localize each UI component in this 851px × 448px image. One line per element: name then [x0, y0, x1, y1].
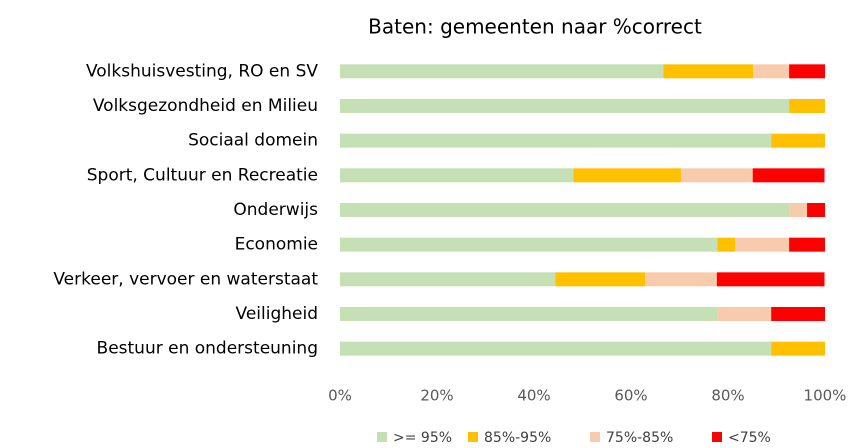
bar-segment	[771, 307, 825, 321]
x-tick-label: 40%	[517, 387, 550, 405]
bar-segment	[735, 237, 790, 252]
bar-segment	[789, 99, 825, 113]
legend-swatch	[712, 432, 722, 442]
bar-segment	[717, 307, 772, 321]
bar-segment	[753, 64, 790, 79]
y-tick-label: Sport, Cultuur en Recreatie	[87, 165, 318, 185]
bar-segment	[340, 307, 718, 321]
bar-segment	[716, 272, 825, 287]
bar-segment	[340, 272, 556, 287]
x-tick-label: 60%	[614, 387, 647, 405]
x-tick-label: 80%	[711, 387, 744, 405]
bar-segment	[789, 64, 825, 79]
y-tick-label: Volkshuisvesting, RO en SV	[86, 61, 318, 81]
legend-label: <75%	[728, 430, 771, 446]
y-tick-label: Veiligheid	[236, 304, 318, 324]
bar-segment	[340, 341, 772, 356]
bar-segment	[340, 203, 790, 217]
bar-segment	[680, 168, 753, 183]
y-tick-label: Bestuur en ondersteuning	[97, 339, 318, 359]
bar-segment	[645, 272, 717, 287]
legend-label: 85%-95%	[484, 430, 551, 446]
bar-segment	[340, 237, 718, 252]
legend-swatch	[590, 432, 600, 442]
legend-label: 75%-85%	[606, 430, 673, 446]
bar-segment	[717, 237, 736, 252]
y-tick-label: Volksgezondheid en Milieu	[93, 96, 318, 116]
bar-segment	[573, 168, 681, 183]
bar-segment	[771, 133, 825, 148]
bar-segment	[340, 168, 574, 183]
legend-swatch	[377, 432, 387, 442]
x-tick-label: 20%	[420, 387, 453, 405]
bar-segment	[789, 203, 808, 217]
y-tick-label: Onderwijs	[233, 200, 318, 220]
bar-segment	[752, 168, 825, 183]
y-tick-label: Sociaal domein	[188, 131, 318, 151]
x-tick-label: 100%	[804, 387, 847, 405]
y-tick-label: Economie	[235, 235, 318, 255]
legend-swatch	[468, 432, 478, 442]
bar-segment	[663, 64, 754, 79]
bar-segment	[555, 272, 646, 287]
bar-segment	[771, 341, 825, 356]
x-tick-label: 0%	[328, 387, 352, 405]
legend-label: >= 95%	[393, 430, 452, 446]
bar-segment	[340, 64, 664, 79]
bar-segment	[340, 133, 772, 148]
bar-segment	[789, 237, 825, 252]
chart-title: Baten: gemeenten naar %correct	[368, 15, 702, 39]
bar-segment	[340, 99, 790, 113]
bar-segment	[807, 203, 825, 217]
y-tick-label: Verkeer, vervoer en waterstaat	[53, 269, 318, 289]
